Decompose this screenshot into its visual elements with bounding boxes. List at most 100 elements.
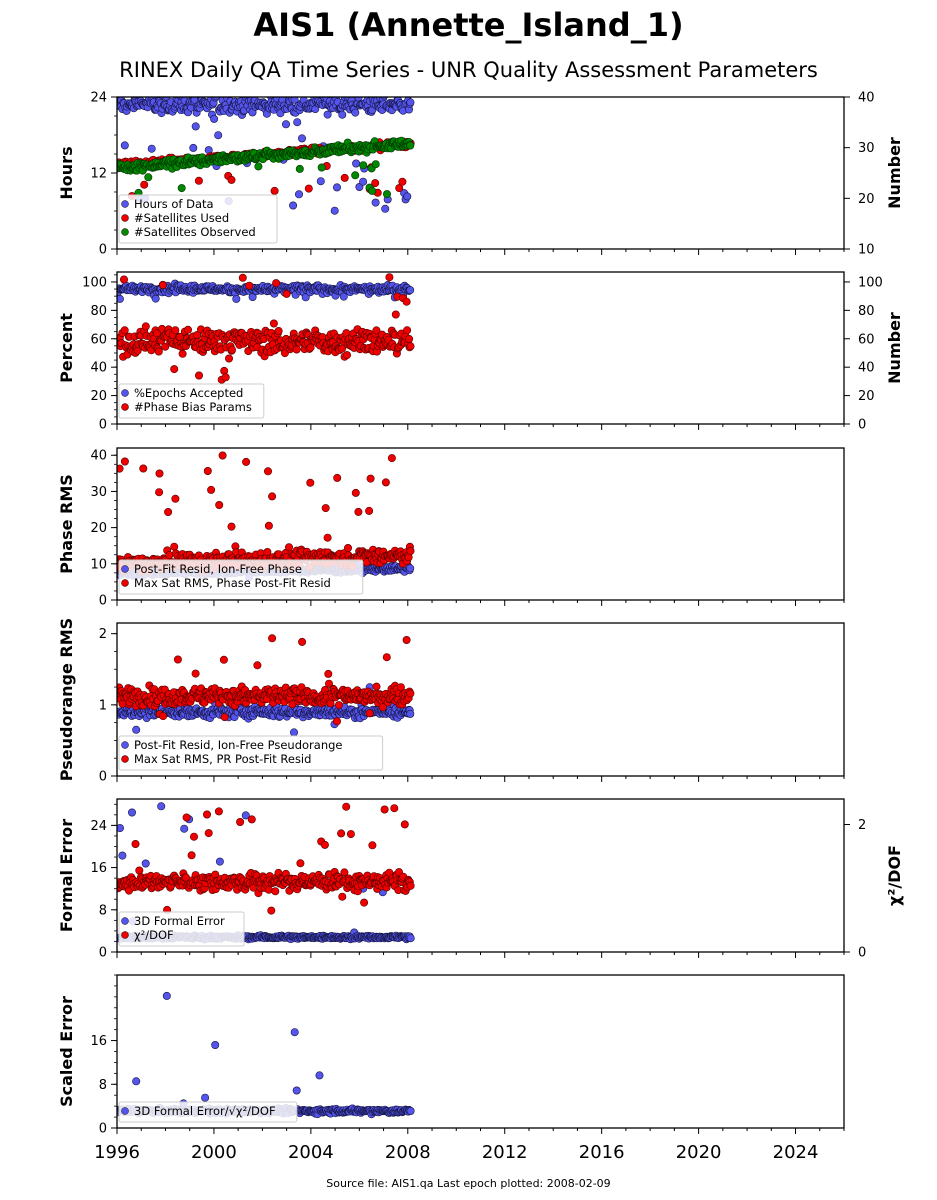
y-axis-label-right: χ²/DOF — [885, 845, 904, 906]
legend-box — [118, 559, 364, 595]
data-point — [324, 679, 333, 688]
data-point — [306, 478, 315, 487]
y-tick-label: 24 — [90, 91, 107, 106]
data-point — [203, 466, 212, 475]
x-tick-label: 1996 — [94, 1142, 140, 1163]
data-point — [365, 709, 374, 718]
data-point — [253, 661, 262, 670]
data-point — [406, 934, 415, 943]
data-point — [254, 162, 263, 171]
data-point — [242, 457, 251, 466]
y-tick-label: 0 — [858, 418, 866, 433]
legend-box — [118, 383, 265, 419]
data-point — [333, 473, 342, 482]
data-point — [117, 294, 124, 303]
legend-marker — [121, 931, 129, 939]
y-axis-label: Formal Error — [57, 819, 76, 932]
data-point — [338, 110, 347, 119]
data-point — [400, 820, 409, 829]
y-tick-label: 30 — [858, 141, 875, 156]
data-point — [182, 813, 191, 822]
data-point — [140, 180, 149, 189]
data-point — [337, 344, 346, 353]
data-point — [406, 881, 415, 890]
legend: Hours of Data#Satellites Used#Satellites… — [118, 194, 278, 244]
x-tick-label: 2020 — [676, 1142, 722, 1163]
y-tick-label: 0 — [858, 946, 866, 961]
data-point — [158, 280, 167, 289]
data-point — [406, 689, 415, 698]
data-point — [406, 286, 415, 295]
legend: 3D Formal Error/√χ²/DOF — [118, 1101, 298, 1123]
data-point — [204, 829, 213, 838]
data-point — [323, 533, 332, 542]
data-point — [128, 808, 137, 817]
data-point — [215, 857, 224, 866]
x-tick-label: 2004 — [288, 1142, 334, 1163]
data-point — [381, 478, 390, 487]
data-point — [221, 373, 230, 382]
data-point — [391, 310, 400, 319]
data-point — [118, 851, 127, 860]
data-point — [406, 141, 415, 150]
x-tick-label: 2016 — [579, 1142, 625, 1163]
data-point — [264, 521, 273, 530]
legend: %Epochs Accepted#Phase Bias Params — [118, 383, 265, 419]
y-axis-label-right: Number — [885, 312, 904, 384]
legend-entry: #Phase Bias Params — [134, 400, 252, 414]
data-point — [343, 543, 352, 552]
data-point — [238, 273, 247, 282]
data-point — [382, 190, 391, 199]
legend-entry: %Epochs Accepted — [134, 386, 243, 400]
data-point — [154, 347, 163, 356]
legend-marker — [121, 741, 129, 749]
y-tick-label: 20 — [858, 389, 875, 404]
data-point — [351, 171, 360, 180]
data-point — [227, 175, 236, 184]
data-point — [212, 97, 220, 101]
data-point — [381, 204, 390, 213]
y-tick-label: 1 — [99, 698, 107, 713]
y-tick-label: 0 — [99, 243, 107, 258]
data-point — [117, 824, 124, 833]
y-tick-label: 20 — [858, 192, 875, 207]
legend-entry: 3D Formal Error/√χ²/DOF — [134, 1104, 276, 1118]
data-point — [247, 815, 256, 824]
legend-entry: Post-Fit Resid, Ion-Free Phase — [134, 562, 302, 576]
data-point — [290, 1028, 299, 1037]
data-point — [354, 507, 363, 516]
series-2 — [117, 634, 415, 726]
data-point — [268, 492, 277, 501]
data-point — [365, 506, 374, 515]
data-point — [263, 467, 272, 476]
data-point — [173, 655, 182, 664]
y-tick-label: 0 — [99, 594, 107, 609]
data-point — [120, 141, 129, 150]
legend-marker — [121, 1107, 129, 1115]
data-point — [396, 683, 405, 692]
data-point — [155, 469, 164, 478]
data-point — [180, 824, 189, 833]
data-point — [337, 829, 346, 838]
data-point — [241, 811, 250, 820]
data-point — [220, 713, 229, 722]
y-tick-label: 2 — [858, 818, 866, 833]
data-point — [372, 326, 381, 335]
data-point — [340, 173, 349, 182]
legend-marker — [121, 214, 129, 222]
y-axis-label: Percent — [57, 313, 76, 383]
legend-marker — [121, 228, 129, 236]
legend-box — [118, 735, 384, 771]
data-point — [398, 177, 407, 186]
data-point — [296, 859, 305, 868]
data-point — [316, 177, 325, 186]
y-tick-label: 20 — [90, 389, 107, 404]
legend-box — [118, 1101, 298, 1123]
data-point — [402, 635, 411, 644]
data-points — [117, 273, 415, 384]
y-tick-label: 60 — [858, 332, 875, 347]
series-2 — [117, 802, 415, 915]
y-tick-label: 40 — [90, 361, 107, 376]
data-point — [359, 161, 368, 170]
data-point — [120, 326, 129, 335]
